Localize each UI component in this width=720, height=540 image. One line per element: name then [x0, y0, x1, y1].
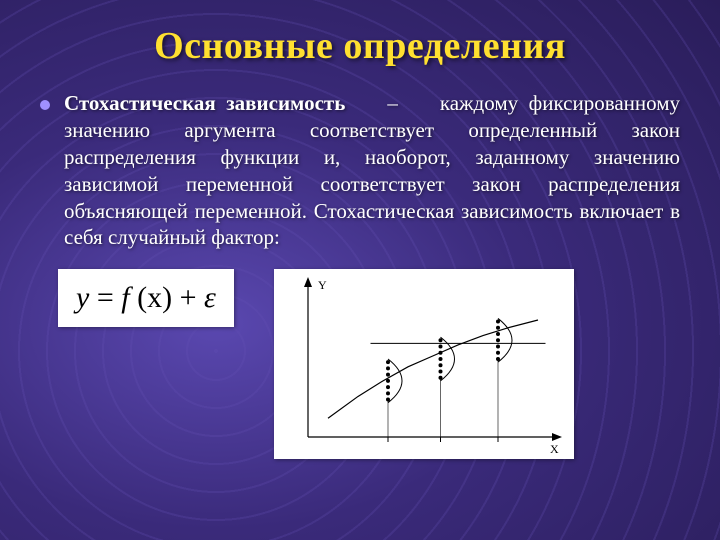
scatter-point	[496, 345, 500, 349]
scatter-point	[496, 351, 500, 355]
formula-fn: f	[121, 281, 129, 314]
scatter-point	[438, 363, 442, 367]
scatter-point	[438, 351, 442, 355]
scatter-point	[438, 345, 442, 349]
figures-row: y = f (x) + ε Y X	[58, 269, 680, 459]
slide-title: Основные определения	[40, 24, 680, 68]
stochastic-chart: Y X	[274, 269, 574, 459]
scatter-point	[386, 379, 390, 383]
scatter-point	[496, 326, 500, 330]
formula-eps: ε	[204, 281, 216, 314]
formula-arg: (x)	[137, 281, 172, 314]
y-axis-arrow-icon	[304, 277, 312, 287]
scatter-point	[438, 357, 442, 361]
scatter-point	[438, 370, 442, 374]
formula-plus: +	[180, 281, 197, 314]
scatter-point	[386, 373, 390, 377]
formula-lhs: y	[76, 281, 89, 314]
term-bold: Стохастическая зависимость	[64, 91, 345, 115]
scatter-point	[386, 385, 390, 389]
y-axis-label: Y	[318, 278, 327, 292]
x-axis-arrow-icon	[552, 433, 562, 441]
distribution-envelope	[498, 319, 512, 363]
scatter-point	[386, 367, 390, 371]
definition-text: Стохастическая зависимость – каждому фик…	[64, 90, 680, 251]
slide-content: Основные определения Стохастическая зави…	[0, 0, 720, 459]
chart-data-group	[328, 319, 546, 443]
distribution-envelope	[388, 359, 402, 403]
scatter-point	[496, 339, 500, 343]
formula-eq: =	[97, 281, 114, 314]
x-axis-label: X	[550, 442, 559, 456]
formula: y = f (x) + ε	[58, 269, 234, 327]
regression-curve	[328, 320, 538, 418]
bullet-item: Стохастическая зависимость – каждому фик…	[40, 90, 680, 251]
dash: –	[387, 91, 398, 115]
scatter-point	[386, 392, 390, 396]
scatter-point	[496, 332, 500, 336]
bullet-dot-icon	[40, 100, 50, 110]
